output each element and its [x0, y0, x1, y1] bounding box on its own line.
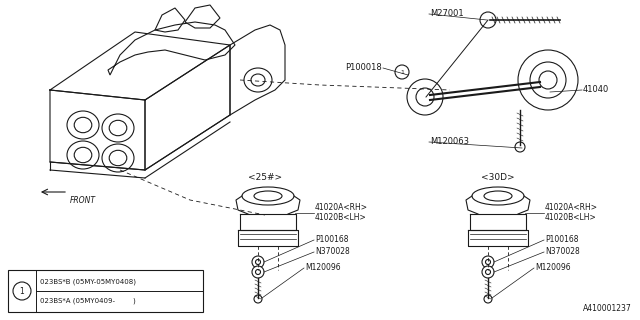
Circle shape: [484, 295, 492, 303]
Circle shape: [482, 256, 494, 268]
Text: P100168: P100168: [315, 236, 349, 244]
Text: N370028: N370028: [315, 247, 349, 257]
Ellipse shape: [67, 141, 99, 169]
Circle shape: [480, 12, 496, 28]
Circle shape: [416, 88, 434, 106]
Text: 41020B<LH>: 41020B<LH>: [545, 213, 596, 222]
Circle shape: [13, 282, 31, 300]
Bar: [8, 270, 203, 312]
Text: 1: 1: [20, 286, 24, 295]
Circle shape: [486, 269, 490, 275]
Circle shape: [252, 256, 264, 268]
Text: <30D>: <30D>: [481, 173, 515, 182]
Text: M120096: M120096: [305, 263, 340, 273]
Ellipse shape: [74, 147, 92, 163]
Circle shape: [255, 269, 260, 275]
Circle shape: [252, 266, 264, 278]
Ellipse shape: [102, 114, 134, 142]
Text: 023BS*B (05MY-05MY0408): 023BS*B (05MY-05MY0408): [40, 278, 136, 284]
Ellipse shape: [109, 120, 127, 136]
Circle shape: [530, 62, 566, 98]
Text: 1: 1: [400, 69, 404, 75]
Ellipse shape: [472, 187, 524, 205]
Text: M27001: M27001: [430, 10, 463, 19]
Ellipse shape: [109, 150, 127, 166]
Circle shape: [482, 266, 494, 278]
Circle shape: [486, 260, 490, 265]
Ellipse shape: [254, 191, 282, 201]
Circle shape: [254, 295, 262, 303]
Text: FRONT: FRONT: [70, 196, 96, 205]
Circle shape: [255, 260, 260, 265]
Ellipse shape: [102, 144, 134, 172]
Circle shape: [515, 142, 525, 152]
Circle shape: [518, 50, 578, 110]
Text: P100168: P100168: [545, 236, 579, 244]
Text: N370028: N370028: [545, 247, 580, 257]
Text: 41020B<LH>: 41020B<LH>: [315, 213, 367, 222]
Ellipse shape: [244, 68, 272, 92]
Text: A410001237: A410001237: [583, 304, 632, 313]
Ellipse shape: [242, 187, 294, 205]
Text: 41040: 41040: [583, 85, 609, 94]
Text: M120096: M120096: [535, 263, 571, 273]
Text: M120063: M120063: [430, 138, 469, 147]
Text: 023BS*A (05MY0409-        ): 023BS*A (05MY0409- ): [40, 297, 136, 304]
Ellipse shape: [251, 74, 265, 86]
Circle shape: [395, 65, 409, 79]
Text: 41020A<RH>: 41020A<RH>: [315, 204, 368, 212]
Ellipse shape: [484, 191, 512, 201]
Text: <25#>: <25#>: [248, 173, 282, 182]
Circle shape: [407, 79, 443, 115]
Ellipse shape: [74, 117, 92, 133]
Circle shape: [539, 71, 557, 89]
Ellipse shape: [67, 111, 99, 139]
Text: P100018: P100018: [345, 63, 382, 73]
Text: 41020A<RH>: 41020A<RH>: [545, 204, 598, 212]
